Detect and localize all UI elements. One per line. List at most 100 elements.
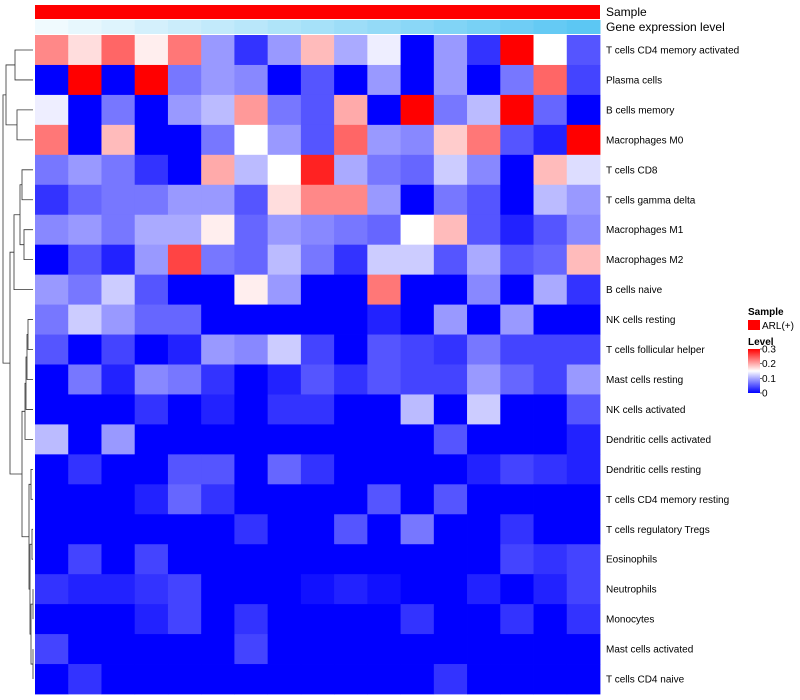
gene-expression-annotation-cell [533, 20, 568, 34]
dendrogram-branch [13, 214, 33, 291]
row-label: T cells regulatory Tregs [606, 525, 710, 536]
heatmap-cell [201, 64, 235, 96]
heatmap-cell [134, 454, 169, 485]
heatmap-cell [167, 35, 202, 66]
heatmap-cell [167, 124, 202, 156]
heatmap-cell [533, 394, 568, 425]
heatmap-cell [201, 214, 235, 246]
heatmap-cell [134, 634, 169, 665]
heatmap-cell [334, 304, 368, 335]
heatmap-cell [334, 664, 368, 695]
heatmap-cell [500, 664, 534, 695]
heatmap-cell [35, 94, 69, 126]
heatmap-cell [334, 154, 368, 186]
heatmap-cell [68, 514, 102, 545]
heatmap-cell [533, 334, 568, 365]
heatmap-cell [300, 94, 335, 126]
heatmap-cell [201, 424, 235, 455]
heatmap-cell [533, 634, 568, 665]
heatmap-cell [566, 634, 601, 665]
heatmap-cell [35, 484, 69, 515]
heatmap-cell [35, 184, 69, 216]
gene-expression-annotation-cell [101, 20, 136, 34]
heatmap-cell [566, 394, 601, 425]
heatmap-cell [334, 364, 368, 395]
heatmap-cell [566, 454, 601, 485]
legend-sample-entry: ARL(+) [762, 321, 794, 332]
heatmap-cell [367, 244, 401, 276]
heatmap-cell [167, 544, 202, 575]
heatmap-cell [566, 35, 601, 66]
heatmap-cell [101, 35, 136, 66]
gene-expression-annotation-cell [134, 20, 169, 34]
heatmap-cell [334, 64, 368, 96]
row-labels: T cells CD4 memory activated Plasma cells… [606, 45, 739, 685]
heatmap-cell [433, 274, 468, 305]
legend-level-title: Level [748, 337, 774, 348]
row-label: NK cells resting [606, 315, 675, 326]
heatmap-cell [300, 214, 335, 246]
heatmap-cell [500, 514, 534, 545]
heatmap-cell [400, 64, 435, 96]
heatmap-cell [400, 244, 435, 276]
heatmap-cell [566, 604, 601, 635]
heatmap-cell [500, 454, 534, 485]
heatmap-cell [134, 94, 169, 126]
gene-expression-annotation-cell [334, 20, 368, 34]
heatmap-cell [267, 94, 302, 126]
heatmap-cell [467, 544, 501, 575]
heatmap-cell [267, 484, 302, 515]
heatmap-cell [367, 364, 401, 395]
heatmap-cell [300, 484, 335, 515]
heatmap-cell [334, 184, 368, 216]
heatmap-cell [68, 334, 102, 365]
heatmap-cell [68, 274, 102, 305]
heatmap-cell [467, 394, 501, 425]
heatmap-cell [367, 544, 401, 575]
heatmap-cell [433, 634, 468, 665]
heatmap-cell [500, 274, 534, 305]
heatmap-cell [35, 454, 69, 485]
dendrogram-branch [9, 251, 22, 475]
heatmap-cell [201, 664, 235, 695]
heatmap-cell [433, 394, 468, 425]
heatmap-cell [167, 154, 202, 186]
heatmap-cell [433, 424, 468, 455]
heatmap-cell [267, 364, 302, 395]
heatmap-cell [433, 154, 468, 186]
heatmap-cell [533, 364, 568, 395]
heatmap-cell [267, 424, 302, 455]
heatmap-cell [467, 364, 501, 395]
heatmap-cell [134, 484, 169, 515]
heatmap-cell [400, 364, 435, 395]
heatmap-cell [68, 634, 102, 665]
row-label: Monocytes [606, 615, 654, 626]
heatmap-cell [400, 484, 435, 515]
heatmap-cell [300, 394, 335, 425]
heatmap-cell [101, 94, 136, 126]
dendrogram-branch [21, 410, 29, 538]
heatmap-cell [334, 274, 368, 305]
heatmap-cell [35, 304, 69, 335]
heatmap-cell [300, 64, 335, 96]
heatmap-cell [467, 574, 501, 605]
heatmap-cell [300, 304, 335, 335]
heatmap-cell [300, 604, 335, 635]
heatmap-cell [367, 634, 401, 665]
heatmap-cell [433, 454, 468, 485]
heatmap-cell [367, 664, 401, 695]
heatmap-cell [500, 604, 534, 635]
heatmap-cell [68, 484, 102, 515]
heatmap-cell [367, 64, 401, 96]
heatmap-cell [433, 64, 468, 96]
gene-expression-annotation-cell [167, 20, 202, 34]
heatmap-cell [167, 184, 202, 216]
heatmap-cell [101, 124, 136, 156]
heatmap-cell [68, 64, 102, 96]
heatmap-cell [467, 304, 501, 335]
legend-level-gradient [748, 349, 760, 393]
heatmap-cell [101, 484, 136, 515]
heatmap-cell [433, 364, 468, 395]
heatmap-cell [433, 544, 468, 575]
heatmap-cell [533, 64, 568, 96]
